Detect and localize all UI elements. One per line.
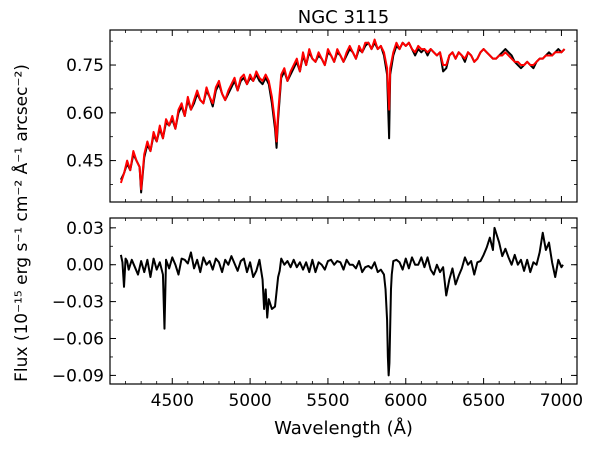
top-series-line-red [119,38,566,191]
bottom-x-axis-label: Wavelength (Å) [274,417,413,439]
bottom-panel-residuals: 4500 5000 5500 6000 6500 7000 −0.09 −0.06 −0.03 0… [52,217,583,439]
top-y-tick-label: 0.45 [66,152,104,172]
top-plot-frame [109,29,578,203]
top-y-tick-label: 0.75 [66,56,104,76]
bottom-y-tick-label: 0.03 [66,219,104,239]
top-panel-spectrum-fit: 0.45 0.60 0.75 NGC 3115 [66,7,578,203]
bottom-y-tick-label: −0.03 [52,293,104,313]
bottom-plot-frame [109,217,578,385]
top-chart-title: NGC 3115 [298,7,390,28]
bottom-x-tick-label: 6500 [462,391,505,411]
bottom-x-tick-label: 7000 [540,391,583,411]
bottom-x-tick-label: 4500 [151,391,194,411]
bottom-x-tick-label: 6000 [384,391,427,411]
top-y-tick-label: 0.60 [66,104,104,124]
bottom-y-tick-label: −0.06 [52,330,104,350]
bottom-series-line-black [119,226,564,377]
top-series-line-black [120,41,566,194]
shared-y-axis-label: Flux (10⁻¹⁵ erg s⁻¹ cm⁻² Å⁻¹ arcsec⁻²) [10,64,32,382]
bottom-x-tick-label: 5500 [306,391,349,411]
bottom-y-tick-label: 0.00 [66,256,104,276]
bottom-x-tick-label: 5000 [228,391,271,411]
bottom-y-tick-label: −0.09 [52,366,104,386]
